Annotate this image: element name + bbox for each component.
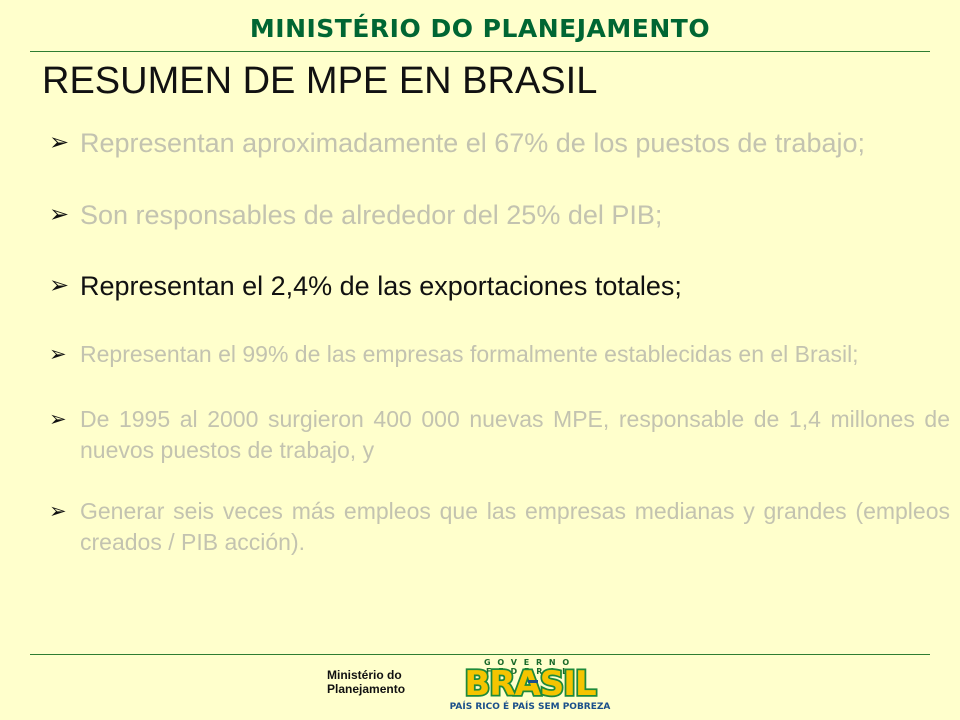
bullet-item-active: ➢ Representan el 2,4% de las exportacion… — [45, 269, 950, 303]
arrow-bullet-icon: ➢ — [49, 408, 67, 431]
bullet-text: Representan el 99% de las empresas forma… — [80, 341, 859, 367]
bullet-list: ➢ Representan aproximadamente el 67% de … — [45, 126, 950, 558]
arrow-bullet-icon: ➢ — [49, 201, 70, 228]
slide-title: RESUMEN DE MPE EN BRASIL — [42, 60, 598, 102]
brasil-wordmark: BRASIL — [463, 666, 599, 698]
bullet-text: De 1995 al 2000 surgieron 400 000 nuevas… — [80, 406, 950, 463]
flag-band-icon — [528, 680, 538, 683]
ministerio-logo: Ministério do Planejamento — [327, 668, 405, 696]
header-divider — [30, 51, 930, 52]
arrow-bullet-icon: ➢ — [49, 129, 70, 156]
bullet-item: ➢ Representan aproximadamente el 67% de … — [45, 126, 950, 160]
bullet-text: Representan el 2,4% de las exportaciones… — [80, 271, 682, 301]
governo-federal-logo: GOVERNO FEDERAL BRASIL PAÍS RICO É PAÍS … — [444, 658, 616, 716]
arrow-bullet-icon: ➢ — [49, 272, 70, 299]
arrow-bullet-icon: ➢ — [49, 500, 67, 523]
bullet-item: ➢ Generar seis veces más empleos que las… — [45, 496, 950, 558]
bullet-item: ➢ Representan el 99% de las empresas for… — [45, 339, 950, 370]
footer-divider — [30, 654, 930, 655]
brasil-tagline: PAÍS RICO É PAÍS SEM POBREZA — [449, 702, 611, 712]
ministerio-logo-line2: Planejamento — [327, 682, 406, 696]
governo-federal-label: GOVERNO FEDERAL — [483, 658, 577, 676]
ministerio-logo-line1: Ministério do — [327, 668, 402, 682]
bullet-item: ➢ Son responsables de alrededor del 25% … — [45, 198, 950, 232]
bullet-text: Son responsables de alrededor del 25% de… — [80, 200, 663, 230]
arrow-bullet-icon: ➢ — [49, 343, 67, 366]
bullet-text: Generar seis veces más empleos que las e… — [80, 498, 950, 555]
bullet-item: ➢ De 1995 al 2000 surgieron 400 000 nuev… — [45, 404, 950, 466]
bullet-text: Representan aproximadamente el 67% de lo… — [80, 128, 865, 158]
ministry-header: MINISTÉRIO DO PLANEJAMENTO — [249, 14, 711, 43]
